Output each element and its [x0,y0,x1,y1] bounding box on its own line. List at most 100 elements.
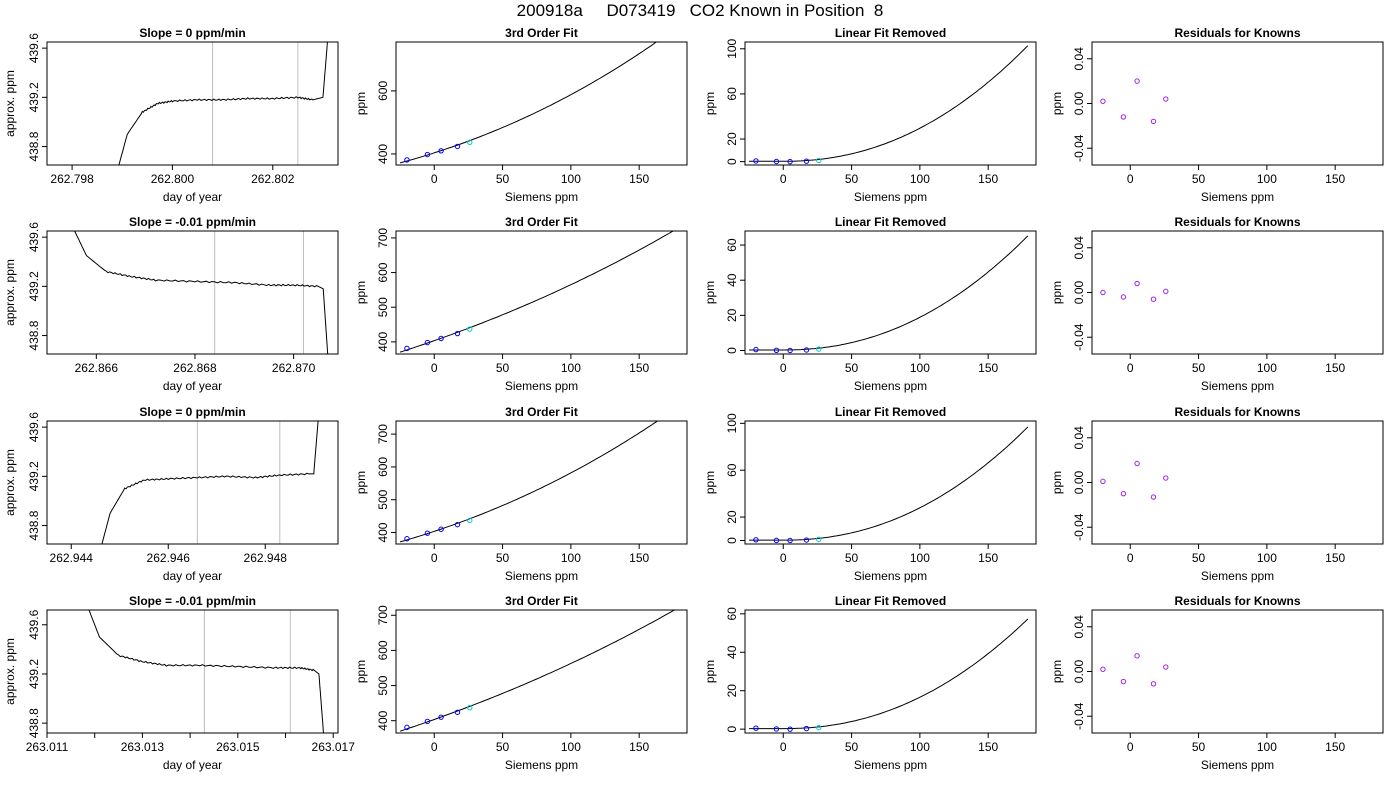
y-axis-label: ppm [703,660,717,683]
y-tick-label: 400 [376,522,390,542]
panel-title: Linear Fit Removed [835,594,946,608]
panel-title: Slope = 0 ppm/min [139,26,245,40]
x-tick-label: 262.868 [173,361,217,375]
x-tick-label: 262.946 [147,551,191,565]
x-tick-label: 262.866 [75,361,119,375]
plot-area [749,235,1029,354]
x-tick-label: 100 [910,361,930,375]
y-tick-label: 600 [376,457,390,477]
plot-frame [1091,230,1384,355]
x-axis-label: Siemens ppm [1201,569,1274,583]
data-point [1120,678,1127,685]
plot-frame [46,609,339,734]
y-tick-label: 0.00 [1072,470,1086,494]
y-axis-label: ppm [354,92,368,115]
panel-fit3-row1: 3rd Order Fit 0 50 100 150 400 600 Siemens ppm p… [354,26,688,204]
panel-time-row3: Slope = 0 ppm/min 262.944 262.946 262.948 43… [3,405,339,583]
x-tick-label: 263.015 [216,740,260,754]
y-tick-label: 500 [376,297,390,317]
y-tick-label: 0.00 [1072,91,1086,115]
x-tick-label: 150 [978,551,998,565]
plot-area [399,421,659,543]
panel-linres-row1: Linear Fit Removed 0 50 100 150 0 20 60 100 Sieme… [703,26,1037,204]
data-point [787,537,793,544]
y-tick-label: 439.2 [27,659,41,689]
x-tick-label: 263.013 [121,740,165,754]
data-point [1134,78,1140,84]
x-tick-label: 50 [496,361,510,375]
plot-frame [395,420,688,545]
data-point [773,726,780,732]
y-tick-label: 40 [725,645,739,659]
data-point [424,339,431,346]
data-point [1163,288,1169,295]
plot-area [118,42,328,165]
x-tick-label: 100 [910,551,930,565]
plot-frame [46,420,339,545]
y-axis-label: ppm [703,92,717,115]
x-tick-label: 0 [1127,740,1134,754]
x-tick-label: 100 [561,551,581,565]
fit-curve [399,421,659,543]
x-tick-label: 150 [978,172,998,186]
y-axis-label: ppm [1050,281,1064,304]
x-tick-label: 50 [1192,740,1206,754]
y-tick-label: 439.6 [27,412,41,442]
x-axis-label: day of year [163,758,222,772]
data-point [1120,490,1127,497]
y-tick-label: 438.8 [27,510,41,540]
panel-fit3-row4: 3rd Order Fit 0 50 100 150 400 500 600 700 Siemen… [354,594,688,772]
plot-frame [46,230,339,355]
x-tick-label: 0 [431,551,438,565]
x-axis-label: day of year [163,190,222,204]
y-tick-label: 439.6 [27,222,41,252]
data-point [1150,681,1157,687]
y-tick-label: 439.2 [27,271,41,301]
panel-title: Linear Fit Removed [835,405,946,419]
x-axis-label: Siemens ppm [854,758,927,772]
y-axis-label: approx. ppm [3,638,17,705]
y-axis-label: ppm [1050,92,1064,115]
data-point [1100,98,1106,104]
data-point [753,725,759,731]
y-tick-label: -0.04 [1072,323,1086,351]
panel-title: Slope = -0.01 ppm/min [129,215,256,229]
y-tick-label: 500 [376,675,390,695]
x-axis-label: Siemens ppm [854,379,927,393]
plot-frame [395,41,688,166]
y-tick-label: 100 [725,413,739,433]
data-point [816,346,822,352]
data-point [438,526,444,532]
data-point [816,724,822,731]
data-point [773,158,780,165]
data-point [1100,666,1106,672]
x-tick-label: 50 [845,740,859,754]
data-point [773,537,780,544]
y-tick-label: 439.6 [27,609,41,639]
data-point [438,714,444,720]
data-point [467,139,473,145]
plot-frame [1091,609,1384,734]
plot-area [1100,653,1169,687]
panel-resid-row1: Residuals for Knowns 0 50 100 150 -0.04 0.00 0.… [1050,26,1384,204]
data-point [404,536,410,542]
plot-frame [1091,420,1384,545]
x-tick-label: 262.798 [50,172,94,186]
plot-area [749,45,1029,165]
x-axis-label: day of year [163,569,222,583]
data-point [803,347,810,353]
x-tick-label: 100 [561,361,581,375]
y-tick-label: 20 [725,684,739,698]
panel-title: Residuals for Knowns [1174,594,1300,608]
y-tick-label: 700 [376,228,390,248]
plot-area [101,421,319,544]
x-tick-label: 262.800 [151,172,195,186]
y-tick-label: 0 [725,726,739,733]
y-axis-label: approx. ppm [3,70,17,137]
panel-title: 3rd Order Fit [505,26,578,40]
data-point [438,148,444,154]
data-point [424,151,431,158]
fit-curve [399,42,658,164]
data-point [1163,475,1169,481]
y-tick-label: 0.04 [1072,47,1086,71]
